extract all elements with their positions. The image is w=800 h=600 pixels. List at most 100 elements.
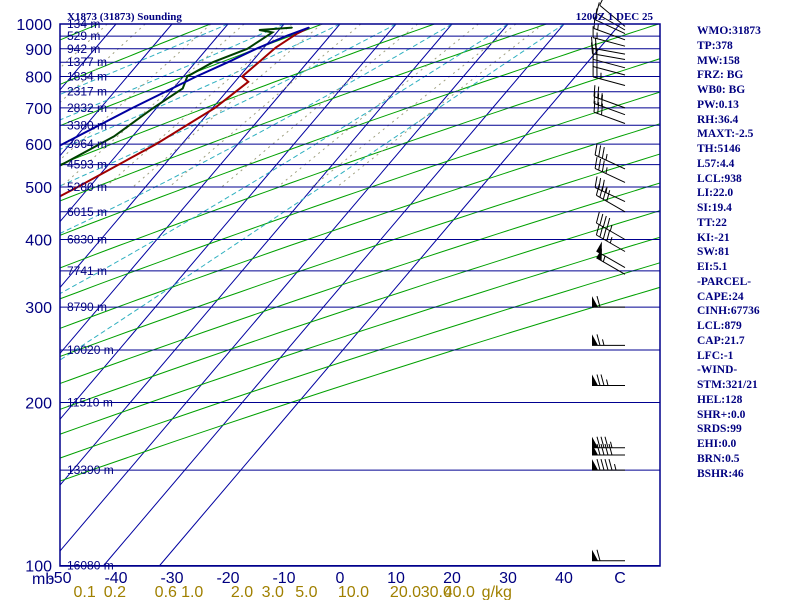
- parcel-point: [255, 48, 257, 50]
- wind-barb: [595, 223, 626, 252]
- wind-barb: [596, 248, 626, 275]
- wind-barb: [594, 143, 626, 170]
- dewpoint-point: [291, 27, 293, 29]
- sounding-index: EHI:0.0: [697, 438, 737, 450]
- temperature-point: [214, 107, 216, 109]
- temperature-tick-label: C: [614, 570, 626, 587]
- sounding-index: -PARCEL-: [697, 275, 752, 288]
- mixing-ratio-line: [221, 24, 418, 188]
- dewpoint-point: [212, 61, 214, 63]
- isotherm-line: [60, 24, 173, 157]
- sounding-index: LCL:879: [697, 320, 742, 332]
- wind-barbs: [591, 0, 626, 562]
- height-label: 529 m: [67, 29, 100, 43]
- isotherm-line: [103, 24, 565, 566]
- valid-time: 1200Z 1 DEC 25: [576, 11, 654, 23]
- temperature-point: [77, 186, 79, 188]
- wind-barb: [593, 85, 626, 109]
- sounding-index: BSHR:46: [697, 467, 744, 480]
- pressure-tick-label: 900: [25, 42, 52, 59]
- sounding-index: EI:5.1: [697, 261, 728, 273]
- wind-barb: [593, 91, 626, 116]
- sounding-index: TT:22: [697, 216, 727, 229]
- sounding-index: SHR+:0.0: [697, 408, 746, 421]
- pressure-tick-label: 700: [25, 101, 52, 118]
- sounding-index: LFC:-1: [697, 349, 734, 362]
- temperature-point: [241, 75, 243, 78]
- wind-barb: [592, 443, 625, 456]
- temperature-point: [296, 33, 298, 35]
- temperature-trace: [60, 26, 310, 198]
- sounding-index: HEL:128: [697, 393, 743, 406]
- sounding-index: WMO:31873: [697, 25, 761, 37]
- sounding-index: CAP:21.7: [697, 334, 745, 347]
- height-label: 134 m: [67, 17, 100, 31]
- sounding-index: TH:5146: [697, 143, 741, 155]
- temperature-tick-label: -10: [272, 570, 295, 587]
- mixing-ratio-label: 30.0: [421, 584, 452, 600]
- wind-barb: [592, 334, 625, 346]
- dewpoint-point: [258, 29, 260, 31]
- parcel-point: [308, 27, 310, 29]
- height-label: 6830 m: [67, 233, 107, 247]
- sounding-index: CINH:67736: [697, 305, 760, 318]
- pressure-tick-label: 100: [25, 559, 52, 576]
- parcel-point: [195, 75, 197, 78]
- height-label: 1834 m: [67, 70, 107, 84]
- wind-barb: [599, 0, 626, 27]
- sounding-index: LCL:938: [697, 172, 742, 185]
- sounding-index: L57:4.4: [697, 157, 735, 170]
- wind-barb: [592, 374, 625, 386]
- mixing-ratio-label: 5.0: [295, 584, 317, 600]
- height-label: 3380 m: [67, 118, 107, 132]
- sounding-index: SI:19.4: [697, 202, 732, 214]
- sounding-index: STM:321/21: [697, 379, 758, 391]
- parcel-point: [132, 107, 134, 109]
- isotherm-line: [60, 24, 509, 552]
- temperature-tick-label: 40: [555, 570, 573, 587]
- sounding-index: CAPE:24: [697, 290, 744, 303]
- sounding-index: BRN:0.5: [697, 452, 740, 465]
- isotherm-line: [60, 24, 453, 486]
- height-label: 13390 m: [67, 463, 114, 477]
- wind-barb: [595, 184, 626, 213]
- wind-barb: [592, 65, 626, 86]
- axis-labels: 16080 m 13390 m 11510 m 10020 m 8790 m 7741 m…: [16, 17, 625, 600]
- temperature-tick-label: -50: [48, 570, 71, 587]
- isotherm-line: [60, 24, 397, 421]
- mixing-ratio-label: 1.0: [181, 584, 203, 600]
- pressure-tick-label: 400: [25, 233, 52, 250]
- sounding-index: -WIND-: [697, 364, 738, 377]
- dewpoint-point: [271, 31, 273, 33]
- mixing-ratio-label: 2.0: [231, 584, 253, 600]
- height-label: 2317 m: [67, 85, 107, 99]
- height-label: 7741 m: [67, 264, 107, 278]
- sounding-index: SRDS:99: [697, 423, 742, 436]
- height-label: 942 m: [67, 42, 100, 56]
- wind-barb: [595, 211, 626, 240]
- pressure-tick-label: 500: [25, 180, 52, 197]
- temperature-tick-label: 10: [387, 570, 405, 587]
- temperature-point: [247, 81, 249, 83]
- pressure-tick-label: 200: [25, 396, 52, 413]
- wind-barb: [592, 549, 625, 562]
- dewpoint-point: [246, 48, 248, 50]
- temperature-tick-label: -40: [104, 570, 127, 587]
- wind-barb: [593, 100, 626, 124]
- wind-barb: [592, 55, 626, 76]
- dewpoint-point: [113, 135, 115, 137]
- mixing-ratio-label: g/kg: [482, 584, 512, 600]
- isotherm-line: [159, 24, 621, 566]
- sounding-index: LI:22.0: [697, 187, 734, 200]
- wind-barb: [594, 8, 626, 35]
- pressure-unit-label: mb: [32, 571, 54, 588]
- mixing-ratio-line: [60, 24, 108, 69]
- sounding-index: WB0: BG: [697, 84, 746, 96]
- plot-frame: [59, 23, 661, 567]
- height-label: 10020 m: [67, 343, 114, 357]
- dewpoint-point: [152, 107, 154, 109]
- sounding-index: SW:81: [697, 246, 730, 259]
- sounding-index: MAXT:-2.5: [697, 128, 754, 141]
